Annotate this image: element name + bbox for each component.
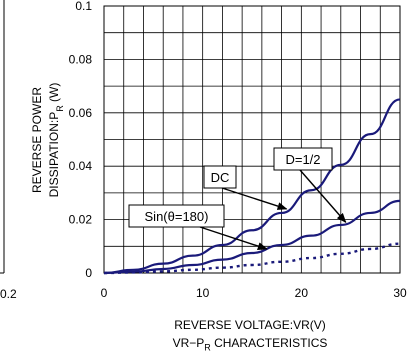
x-axis-title: REVERSE VOLTAGE:VR(V): [174, 318, 326, 332]
annotation-box: [203, 165, 237, 189]
y-axis-title-line2: DISSIPATION:PR (W): [47, 83, 65, 198]
y-tick-label: 0.1: [75, 0, 92, 13]
annotation-label: Sin(θ=180): [145, 209, 209, 224]
curves: [103, 98, 401, 275]
x-tick-label: 0: [101, 286, 108, 300]
series-line: [103, 242, 401, 275]
y-tick-label: 0.08: [69, 52, 93, 66]
y-tick-label: 0.06: [69, 106, 93, 120]
annotations: DC D=1/2 Sin(θ=180): [128, 147, 347, 250]
chart-caption: VR−PR CHARACTERISTICS: [100, 336, 400, 352]
series-line: [103, 98, 401, 275]
annotation-arrow: [199, 226, 268, 250]
tick-labels: 0 10 20 30 0 0.02 0.04 0.06 0.08 0.1: [69, 0, 407, 300]
y-tick-label: 0: [85, 266, 92, 280]
y-axis-title: REVERSE POWER DISSIPATION:PR (W): [30, 83, 65, 198]
annotation-arrow: [299, 169, 347, 224]
y-axis-title-line1: REVERSE POWER: [30, 87, 44, 193]
series-line: [103, 199, 401, 275]
y-tick-label: 0.02: [69, 213, 93, 227]
caption-subscript: R: [204, 342, 211, 353]
annotation-label: D=1/2: [285, 152, 320, 167]
x-tick-label: 30: [393, 286, 407, 300]
annotation-box: [128, 204, 225, 228]
annotation-label: DC: [211, 170, 230, 185]
annotation-arrow: [221, 187, 288, 210]
x-tick-label: 10: [196, 286, 210, 300]
y-tick-label: 0.04: [69, 159, 93, 173]
caption-prefix: VR−P: [172, 336, 205, 350]
annotation-box: [273, 147, 333, 171]
caption-suffix: CHARACTERISTICS: [210, 336, 328, 350]
partial-tick-label: 0.2: [0, 287, 17, 301]
y-axis-title-subscript: R: [55, 105, 65, 112]
y-axis-title-main: DISSIPATION:P: [47, 112, 61, 198]
x-tick-label: 20: [295, 286, 309, 300]
y-axis-title-unit: (W): [47, 83, 61, 106]
